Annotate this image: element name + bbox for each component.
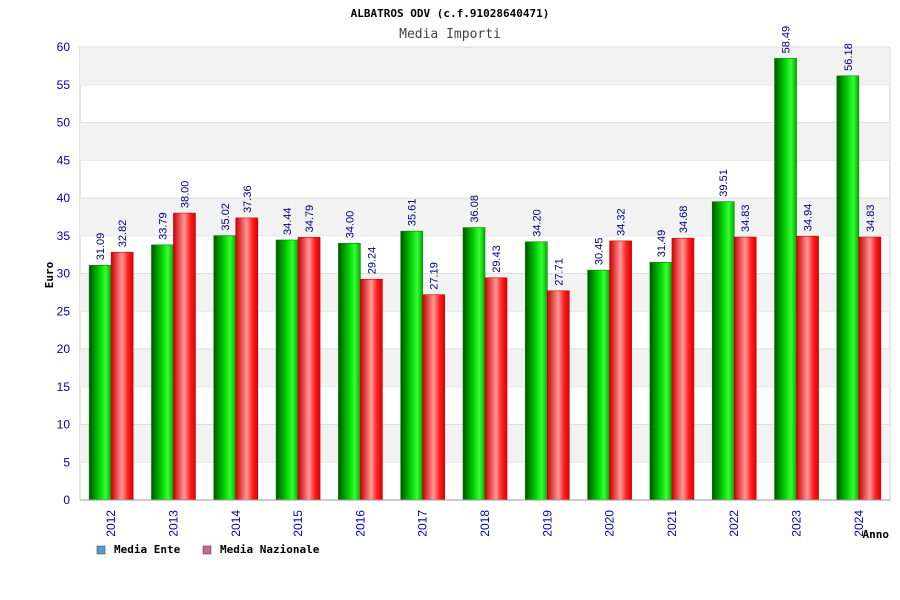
bar-media-nazionale-2021: [671, 237, 695, 501]
data-label: 34.32: [616, 208, 628, 236]
x-tick-label: 2018: [478, 510, 492, 537]
y-axis-label: Euro: [43, 261, 56, 288]
y-tick-label: 20: [57, 342, 71, 356]
x-tick-label: 2022: [727, 510, 741, 537]
data-label: 32.82: [117, 220, 129, 248]
x-tick-label: 2020: [603, 510, 617, 537]
data-label: 38.00: [179, 181, 191, 209]
data-labels: 31.09 32.82 33.79 38.00 35.02 37.36 34.44 34.79…: [95, 26, 877, 290]
data-label: 34.68: [678, 206, 690, 234]
x-axis-label: Anno: [863, 528, 890, 541]
bar-media-nazionale-2013: [173, 212, 196, 501]
legend-label-media-nazionale: Media Nazionale: [220, 543, 320, 556]
bar-media-ente-2019: [525, 241, 548, 501]
y-axis-ticks: 0 5 10 15 20 25 30 35 40 45 50 55 60: [57, 40, 71, 507]
data-label: 34.44: [282, 207, 294, 235]
y-tick-label: 35: [57, 229, 71, 243]
data-label: 35.02: [220, 203, 232, 231]
data-label: 30.45: [594, 238, 606, 266]
bar-media-ente-2012: [88, 264, 112, 501]
data-label: 34.94: [803, 204, 815, 232]
y-tick-label: 15: [57, 380, 71, 394]
data-label: 31.49: [656, 230, 668, 258]
data-label: 34.83: [740, 205, 752, 233]
x-tick-label: 2012: [104, 510, 118, 537]
data-label: 29.24: [366, 247, 378, 275]
data-label: 27.71: [553, 258, 565, 286]
bars: [88, 58, 882, 501]
x-tick-label: 2021: [665, 510, 679, 537]
legend-label-media-ente: Media Ente: [114, 543, 181, 556]
x-tick-label: 2013: [166, 510, 180, 537]
y-tick-label: 55: [57, 78, 71, 92]
x-tick-label: 2017: [416, 510, 430, 537]
y-tick-label: 5: [63, 455, 70, 469]
data-label: 39.51: [718, 169, 730, 197]
y-tick-label: 50: [57, 116, 71, 130]
legend-swatch-media-nazionale: [202, 545, 212, 555]
y-tick-label: 30: [57, 267, 71, 281]
grid-band: [80, 47, 890, 85]
data-label: 27.19: [429, 262, 441, 290]
x-tick-label: 2023: [790, 510, 804, 537]
data-label: 34.79: [304, 205, 316, 233]
bar-media-nazionale-2017: [422, 294, 445, 501]
x-tick-label: 2014: [229, 510, 243, 537]
bar-media-ente-2015: [275, 239, 299, 501]
data-label: 31.09: [95, 233, 107, 261]
grid-band: [80, 122, 890, 161]
chart-subtitle: Media Importi: [399, 27, 501, 42]
y-tick-label: 25: [57, 304, 71, 318]
bar-media-ente-2024: [836, 75, 860, 501]
data-label: 58.49: [781, 26, 793, 54]
y-tick-label: 40: [57, 191, 71, 205]
data-label: 29.43: [491, 245, 503, 273]
bar-media-nazionale-2014: [235, 217, 259, 501]
bar-media-nazionale-2020: [609, 240, 632, 501]
data-label: 34.20: [531, 209, 543, 237]
y-tick-label: 60: [57, 40, 71, 54]
bar-media-ente-2016: [338, 243, 361, 501]
data-label: 34.00: [344, 211, 356, 239]
bar-media-ente-2014: [213, 235, 237, 501]
bar-media-nazionale-2018: [484, 277, 508, 501]
bar-media-ente-2021: [649, 261, 673, 501]
x-tick-label: 2016: [353, 510, 367, 537]
bar-media-ente-2023: [774, 58, 797, 501]
bar-media-nazionale-2015: [297, 237, 321, 501]
y-tick-label: 45: [57, 153, 71, 167]
chart-title: ALBATROS ODV (c.f.91028640471): [351, 7, 550, 20]
bar-media-nazionale-2012: [110, 251, 134, 501]
data-label: 37.36: [242, 185, 254, 213]
x-tick-label: 2015: [291, 510, 305, 537]
data-label: 34.83: [865, 205, 877, 233]
bar-media-ente-2022: [711, 201, 735, 501]
legend-swatch-media-ente: [96, 545, 106, 555]
bar-media-nazionale-2024: [858, 236, 882, 501]
bar-media-nazionale-2019: [547, 290, 570, 501]
bar-media-ente-2013: [151, 244, 174, 501]
data-label: 35.61: [407, 199, 419, 227]
legend: Media Ente Media Nazionale: [96, 543, 320, 556]
data-label: 33.79: [157, 212, 169, 240]
bar-media-ente-2020: [587, 269, 610, 501]
x-tick-label: 2019: [540, 510, 554, 537]
bar-media-nazionale-2023: [796, 235, 819, 501]
y-tick-label: 0: [63, 493, 70, 507]
y-tick-label: 10: [57, 418, 71, 432]
bar-media-ente-2018: [462, 227, 486, 501]
x-axis-ticks: 2012 2013 2014 2015 2016 2017 2018 2019 2020 2021…: [104, 510, 866, 537]
data-label: 56.18: [843, 43, 855, 71]
x-tick-label: 2024: [852, 510, 866, 537]
bar-media-nazionale-2016: [360, 278, 383, 501]
bar-media-ente-2017: [400, 230, 423, 501]
data-label: 36.08: [469, 195, 481, 223]
bar-media-nazionale-2022: [733, 236, 757, 501]
